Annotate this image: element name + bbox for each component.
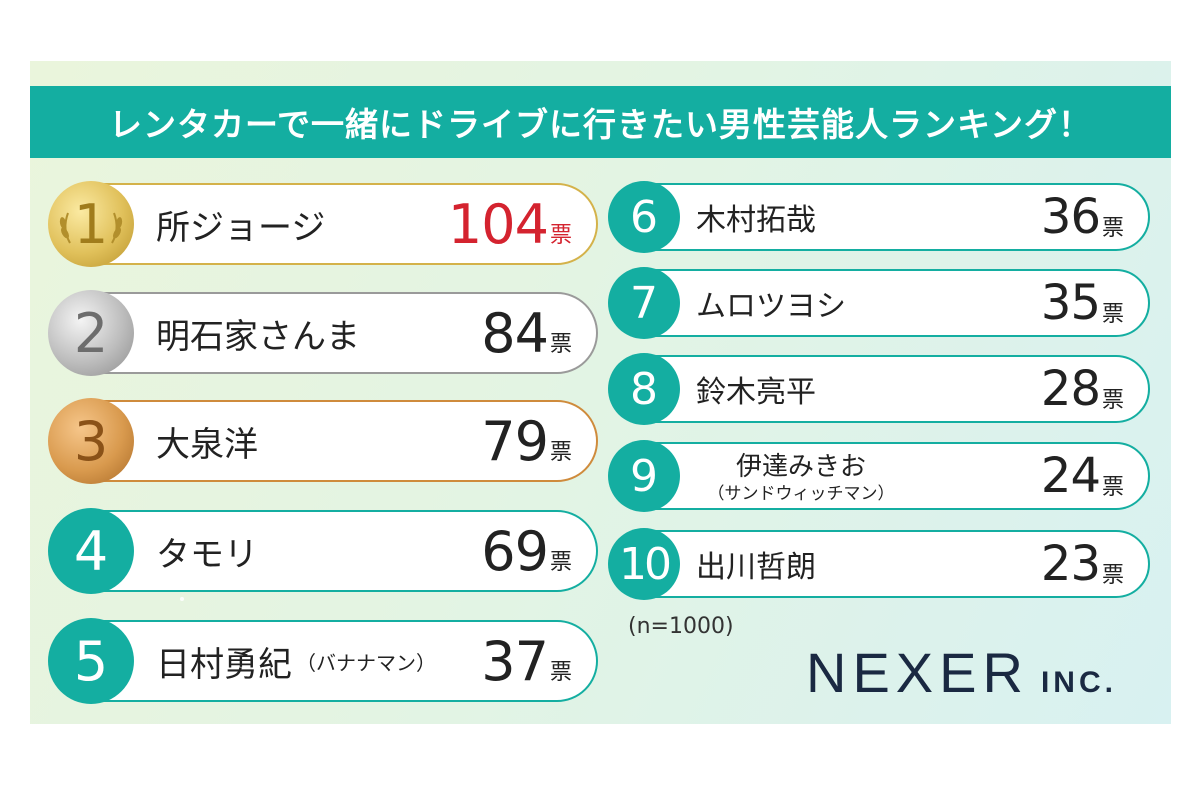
rank-badge: 8 [608, 353, 680, 425]
vote-count: 84 票 [481, 301, 572, 365]
rank-badge: 10 [608, 528, 680, 600]
vote-count: 79 票 [481, 409, 572, 473]
rank-number: 5 [73, 629, 109, 693]
candidate-name: タモリ [156, 534, 258, 575]
rank-badge: 4 [48, 508, 134, 594]
rank-badge: 7 [608, 267, 680, 339]
rank-number: 3 [73, 409, 109, 473]
ranking-row-5: 5 日村勇紀 （バナナマン） 37 票 [48, 618, 598, 704]
candidate-name: 所ジョージ [156, 207, 326, 248]
vote-count: 69 票 [481, 519, 572, 583]
vote-count: 23 票 [1040, 536, 1124, 592]
group-note: （バナナマン） [296, 650, 436, 675]
rank-badge: 6 [608, 181, 680, 253]
vote-count: 35 票 [1040, 275, 1124, 331]
rank-number: 1 [73, 192, 109, 256]
vote-count: 37 票 [481, 629, 572, 693]
ranking-row-4: 4 タモリ 69 票 [48, 508, 598, 594]
candidate-name: 大泉洋 [156, 424, 258, 465]
laurel-icon [59, 212, 123, 244]
rank-number: 2 [73, 301, 109, 365]
candidate-name: 出川哲朗 [696, 550, 816, 585]
ranking-row-7: 7 ムロツヨシ 35 票 [608, 267, 1150, 339]
rank-badge: 5 [48, 618, 134, 704]
ranking-row-1: 1 所ジョージ 104 票 [48, 181, 598, 267]
ranking-row-10: 10 出川哲朗 23 票 [608, 528, 1150, 600]
candidate-name: ムロツヨシ [696, 289, 846, 324]
ranking-row-3: 3 大泉洋 79 票 [48, 398, 598, 484]
company-logo: NEXER INC. [806, 640, 1117, 705]
candidate-name: 伊達みきお （サンドウィッチマン） [707, 452, 895, 504]
group-note: （サンドウィッチマン） [707, 484, 895, 504]
chart-title: レンタカーで一緒にドライブに行きたい男性芸能人ランキング！ [30, 86, 1171, 158]
sample-size-note: (n=1000) [628, 614, 734, 639]
candidate-name: 鈴木亮平 [696, 375, 816, 410]
rank-number: 6 [630, 191, 658, 243]
ranking-row-6: 6 木村拓哉 36 票 [608, 181, 1150, 253]
ranking-row-8: 8 鈴木亮平 28 票 [608, 353, 1150, 425]
rank-number: 10 [619, 538, 672, 590]
logo-suffix: INC. [1040, 666, 1117, 699]
ranking-row-9: 9 伊達みきお （サンドウィッチマン） 24 票 [608, 440, 1150, 512]
rank-badge: 9 [608, 440, 680, 512]
vote-count: 36 票 [1040, 189, 1124, 245]
gold-medal-icon: 1 [48, 181, 134, 267]
rank-number: 4 [73, 519, 109, 583]
rank-number: 7 [630, 277, 658, 329]
silver-medal-icon: 2 [48, 290, 134, 376]
logo-name: NEXER [806, 641, 1029, 704]
ranking-row-2: 2 明石家さんま 84 票 [48, 290, 598, 376]
vote-count: 28 票 [1040, 361, 1124, 417]
rank-number: 8 [630, 363, 658, 415]
candidate-name: 日村勇紀 （バナナマン） [156, 644, 436, 685]
vote-count: 104 票 [447, 192, 572, 256]
bronze-medal-icon: 3 [48, 398, 134, 484]
vote-count: 24 票 [1040, 448, 1124, 504]
rank-number: 9 [630, 450, 658, 502]
sparkle-decoration-icon [180, 582, 290, 601]
candidate-name: 木村拓哉 [696, 203, 816, 238]
candidate-name: 明石家さんま [156, 316, 360, 357]
